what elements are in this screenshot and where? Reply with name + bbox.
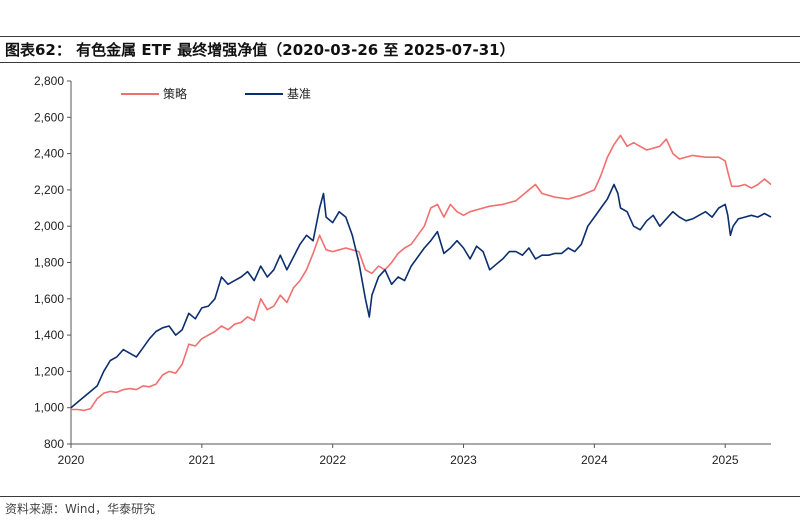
y-tick-label: 1,000: [34, 401, 64, 415]
x-tick-label: 2023: [450, 453, 477, 467]
y-tick-label: 2,000: [34, 219, 64, 233]
legend-label-strategy: 策略: [163, 86, 187, 101]
title-rule-bottom: [0, 62, 800, 63]
series-line-benchmark: [70, 183, 772, 409]
chart-legend: 策略 基准: [121, 86, 311, 101]
source-note: 资料来源：Wind，华泰研究: [5, 502, 156, 516]
source-rule: [0, 496, 800, 497]
y-tick-label: 2,200: [34, 183, 64, 197]
x-tick-label: 2022: [319, 453, 346, 467]
y-tick-label: 2,800: [34, 74, 64, 88]
legend-label-benchmark: 基准: [287, 87, 311, 101]
chart-axes: 800 1,000 1,200 1,400 1,600 1,800 2,000 2,200 2,…: [34, 74, 771, 467]
y-tick-label: 2,400: [34, 147, 64, 161]
y-tick-label: 2,600: [34, 110, 64, 124]
figure-title: 图表62： 有色金属 ETF 最终增强净值（2020-03-26 至 2025-…: [5, 41, 515, 59]
y-tick-label: 1,400: [34, 328, 64, 342]
x-tick-label: 2025: [712, 453, 739, 467]
series-line-strategy: [71, 134, 772, 412]
y-tick-label: 1,200: [34, 364, 64, 378]
x-tick-label: 2024: [581, 453, 608, 467]
title-rule-top: [0, 36, 800, 37]
y-tick-label: 1,600: [34, 292, 64, 306]
x-tick-label: 2021: [188, 453, 215, 467]
x-tick-label: 2020: [58, 453, 85, 467]
y-tick-label: 800: [44, 437, 64, 451]
chart-series: [70, 134, 772, 412]
y-tick-label: 1,800: [34, 256, 64, 270]
